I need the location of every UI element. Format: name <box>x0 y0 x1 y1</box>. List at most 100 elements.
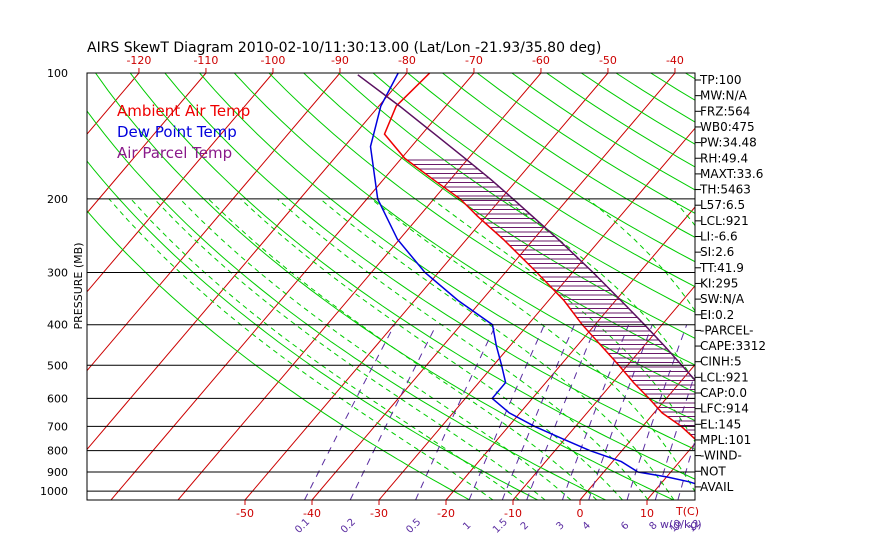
top-temp-tick-label: -50 <box>599 54 617 67</box>
bottom-temp-tick-label: -50 <box>236 507 254 520</box>
dry-adiabat-line <box>233 73 695 393</box>
x-axis-unit-label: T(C) <box>675 505 699 518</box>
moist-adiabat-line <box>319 198 675 500</box>
index-value: CAP:0.0 <box>700 386 747 400</box>
bottom-temp-tick-label: 10 <box>640 507 654 520</box>
mixing-ratio-label: 2 <box>519 520 531 532</box>
isotherm-line <box>848 73 870 500</box>
pressure-tick-label: 600 <box>47 392 68 405</box>
pressure-tick-label: 300 <box>47 267 68 280</box>
bottom-temp-tick-label: -20 <box>437 507 455 520</box>
dry-adiabat-line <box>129 73 695 480</box>
pressure-tick-label: 900 <box>47 466 68 479</box>
index-value: TH:5463 <box>699 183 751 197</box>
pressure-tick-label: 700 <box>47 420 68 433</box>
mixing-ratio-label: 6 <box>619 520 631 532</box>
index-value: TT:41.9 <box>699 261 744 275</box>
plot-frame <box>86 72 696 501</box>
mixing-ratio-unit-label: w(g/kg) <box>660 518 702 531</box>
y-axis-label: PRESSURE (MB) <box>72 243 85 330</box>
moist-adiabat-line <box>108 198 494 500</box>
index-value: LI:-6.6 <box>700 230 738 244</box>
mixing-ratio-line <box>796 325 837 500</box>
mixing-ratio-label: 8 <box>647 520 659 532</box>
index-value: CAPE:3312 <box>700 339 766 353</box>
pressure-tick-label: 1000 <box>40 485 68 498</box>
mixing-ratio-line <box>468 324 545 500</box>
legend-item: Dew Point Temp <box>117 123 237 141</box>
bottom-temp-tick-label: -10 <box>504 507 522 520</box>
dry-adiabat-line <box>372 73 695 288</box>
dry-adiabat-line <box>95 73 674 500</box>
mixing-ratio-line <box>561 324 630 500</box>
isotherm-line <box>311 73 676 500</box>
pressure-tick-label: 100 <box>47 67 68 80</box>
isotherm-line <box>87 73 341 372</box>
legend-item: Air Parcel Temp <box>117 144 232 162</box>
mixing-ratio-label: 4 <box>581 520 593 532</box>
top-temp-tick-label: -110 <box>193 54 218 67</box>
index-value: MPL:101 <box>700 433 751 447</box>
index-value: KI:295 <box>700 276 738 290</box>
top-temp-tick-label: -80 <box>398 54 416 67</box>
dry-adiabat-line <box>87 110 606 500</box>
index-value: EL:145 <box>700 417 741 431</box>
top-temp-tick-label: -40 <box>666 54 684 67</box>
mixing-ratio-label: 3 <box>554 520 566 532</box>
isotherm-line <box>87 73 207 214</box>
dry-adiabat-line <box>755 73 870 500</box>
moist-adiabat-line <box>153 198 546 500</box>
index-value: SW:N/A <box>700 292 745 306</box>
index-value: RH:49.4 <box>700 151 748 165</box>
bottom-temp-tick-label: -30 <box>370 507 388 520</box>
dry-adiabat-line <box>407 73 695 263</box>
moist-adiabat-line <box>240 198 623 500</box>
top-temp-tick-label: -100 <box>260 54 285 67</box>
top-temp-tick-label: -70 <box>465 54 483 67</box>
isotherm-line <box>781 73 870 500</box>
mixing-ratio-line <box>626 324 688 500</box>
isotherm-line <box>445 206 695 500</box>
mixing-ratio-label: 1 <box>461 520 473 532</box>
mixing-ratio-label: 0.5 <box>404 517 423 536</box>
index-value: NOT <box>700 464 726 478</box>
moist-adiabat-line <box>587 198 695 312</box>
isotherm-line <box>87 73 274 293</box>
index-value: LCL:921 <box>700 214 749 228</box>
mixing-ratio-line <box>588 324 653 500</box>
bottom-temp-tick-label: 0 <box>577 507 584 520</box>
chart-title: AIRS SkewT Diagram 2010-02-10/11:30:13.0… <box>87 40 601 56</box>
index-value: FRZ:564 <box>700 104 750 118</box>
moist-adiabat-line <box>370 198 695 493</box>
isotherm-line <box>244 73 609 500</box>
bottom-temp-tick-label: -40 <box>303 507 321 520</box>
mixing-ratio-line <box>829 325 867 500</box>
index-value: SI:2.6 <box>700 245 734 259</box>
index-value: MAXT:33.6 <box>700 167 763 181</box>
mixing-ratio-line <box>304 324 396 500</box>
dry-adiabat-line <box>476 73 695 214</box>
moist-adiabat-line <box>130 198 520 500</box>
index-value: MW:N/A <box>700 89 748 103</box>
pressure-tick-label: 200 <box>47 193 68 206</box>
mixing-ratio-line <box>776 325 820 500</box>
index-value: CINH:5 <box>700 355 742 369</box>
index-value: WB0:475 <box>700 120 755 134</box>
top-temp-tick-label: -90 <box>331 54 349 67</box>
dry-adiabat-line <box>199 73 695 422</box>
isotherm-line <box>579 363 695 500</box>
mixing-ratio-line <box>654 372 695 500</box>
ambient-temp-line <box>383 73 695 440</box>
isotherm-line <box>87 73 408 451</box>
mixing-ratio-line <box>501 324 575 500</box>
index-value: TP:100 <box>699 73 742 87</box>
top-temp-tick-label: -120 <box>126 54 151 67</box>
index-value: -PARCEL- <box>700 323 754 337</box>
mixing-ratio-line <box>415 324 497 500</box>
isotherm-line <box>177 73 542 500</box>
isotherm-line <box>646 442 695 500</box>
dry-adiabat-line <box>268 73 695 366</box>
dry-adiabat-line <box>87 160 538 500</box>
pressure-tick-label: 800 <box>47 445 68 458</box>
